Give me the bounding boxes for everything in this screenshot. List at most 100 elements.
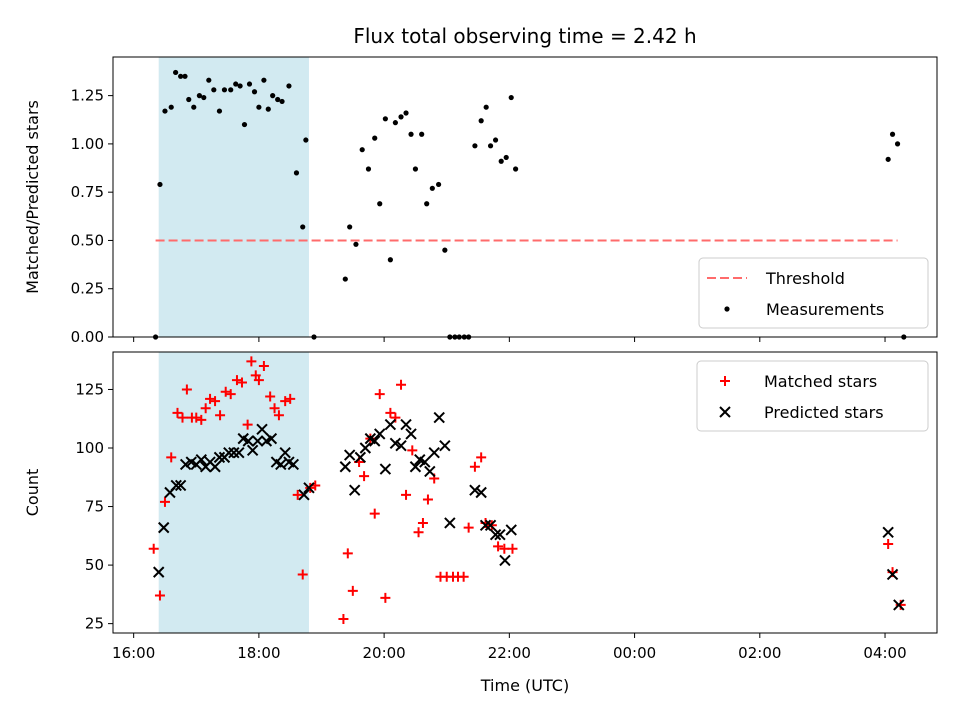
matched-star-marker <box>159 496 170 507</box>
predicted-star-marker <box>279 446 291 459</box>
predicted-star-marker <box>195 454 207 466</box>
measurement-point <box>211 87 217 93</box>
predicted-star-marker <box>424 465 436 478</box>
count-marks <box>148 356 906 624</box>
measurement-point <box>275 96 281 103</box>
measurement-point <box>270 93 276 99</box>
matched-star-marker <box>191 412 202 423</box>
legend-entry-label: Threshold <box>765 269 845 288</box>
matched-star-marker <box>258 361 269 372</box>
measurement-point <box>196 93 203 99</box>
matched-star-marker <box>374 389 385 400</box>
predicted-star-marker <box>265 432 278 445</box>
x-tick-label: 18:00 <box>237 644 280 662</box>
y-tick-label: 1.25 <box>71 87 104 105</box>
predicted-star-marker <box>174 479 187 492</box>
measurement-point <box>392 120 398 126</box>
legend-entry-label: Predicted stars <box>764 403 884 422</box>
matched-star-marker <box>342 548 353 559</box>
x-tick-label: 00:00 <box>613 644 656 662</box>
measurement-point <box>246 81 253 87</box>
matched-star-marker <box>493 541 504 552</box>
predicted-star-marker <box>489 528 502 541</box>
count-y-axis-label: Count <box>23 469 42 517</box>
measurement-point <box>487 143 494 149</box>
y-tick-label: 125 <box>75 380 104 398</box>
predicted-star-marker <box>233 446 245 459</box>
measurement-point <box>342 276 348 282</box>
predicted-star-marker <box>354 451 367 464</box>
measurement-point <box>157 181 163 188</box>
y-tick-label: 75 <box>85 498 104 516</box>
measurement-point <box>216 108 223 114</box>
ratio-panel: 0.00 0.25 0.50 0.75 1.00 1.25 Matched/Predict… <box>23 56 938 346</box>
measurement-point <box>483 104 489 110</box>
x-tick-label: 20:00 <box>363 644 406 662</box>
predicted-star-marker <box>359 442 372 454</box>
measurement-point <box>286 83 292 89</box>
matched-star-marker <box>265 391 276 402</box>
predicted-star-marker <box>153 566 165 578</box>
measurement-point <box>182 73 188 79</box>
legend-frame <box>698 257 929 329</box>
measurement-point <box>503 154 509 161</box>
measurement-point <box>241 121 248 128</box>
matched-star-marker <box>166 452 177 463</box>
y-tick-label: 1.00 <box>71 135 104 153</box>
measurement-point <box>365 166 372 172</box>
matched-star-marker <box>215 410 226 421</box>
measurement-point <box>206 77 212 83</box>
matched-star-marker <box>154 590 165 601</box>
measurement-point <box>377 201 383 207</box>
matched-star-marker <box>181 384 192 395</box>
y-tick-label: 50 <box>85 556 104 574</box>
matched-star-marker <box>285 393 296 404</box>
predicted-star-marker <box>484 519 497 531</box>
matched-star-marker <box>269 403 280 414</box>
count-legend: Matched stars Predicted stars <box>696 360 929 432</box>
predicted-star-marker <box>158 521 170 534</box>
count-y-ticks: 25 50 75 100 125 <box>75 380 113 633</box>
legend-entry-label: Measurements <box>766 300 884 319</box>
measurement-point <box>412 166 419 172</box>
predicted-star-marker <box>374 428 386 440</box>
legend-entry-label: Matched stars <box>764 372 877 391</box>
predicted-star-marker <box>384 418 397 431</box>
measurement-point <box>279 98 285 105</box>
matched-star-marker <box>225 389 236 400</box>
predicted-star-marker <box>287 458 300 471</box>
predicted-star-marker <box>213 451 226 464</box>
measurement-point <box>347 224 353 230</box>
matched-star-marker <box>476 452 487 463</box>
x-tick-label: 16:00 <box>112 644 155 662</box>
predicted-star-marker <box>395 439 407 452</box>
matched-star-marker <box>231 375 242 386</box>
measurement-point <box>398 114 404 120</box>
measurement-point <box>178 73 184 79</box>
predicted-star-marker <box>499 554 511 567</box>
predicted-star-marker <box>882 526 894 539</box>
measurement-point <box>424 201 430 207</box>
measurement-point <box>359 147 365 153</box>
y-tick-label: 100 <box>75 439 104 457</box>
matched-star-marker <box>396 379 407 390</box>
measurement-point <box>191 104 197 110</box>
count-x-ticks: 16:00 18:00 20:00 22:00 00:00 02:00 04:00 <box>112 633 907 662</box>
legend-frame <box>696 360 929 432</box>
measurement-point <box>442 247 448 253</box>
predicted-star-marker <box>893 599 905 611</box>
predicted-star-marker <box>494 528 506 541</box>
y-tick-label: 0.75 <box>71 183 104 201</box>
measurement-point <box>353 241 359 247</box>
legend-predicted-swatch <box>719 406 731 418</box>
predicted-star-marker <box>348 484 361 496</box>
measurement-point <box>168 104 174 110</box>
predicted-star-marker <box>409 461 422 473</box>
matched-star-marker <box>417 517 428 528</box>
y-tick-label: 0.00 <box>71 328 104 346</box>
measurement-point <box>478 118 484 124</box>
ratio-y-ticks: 0.00 0.25 0.50 0.75 1.00 1.25 <box>71 87 113 346</box>
matched-star-marker <box>401 489 412 500</box>
